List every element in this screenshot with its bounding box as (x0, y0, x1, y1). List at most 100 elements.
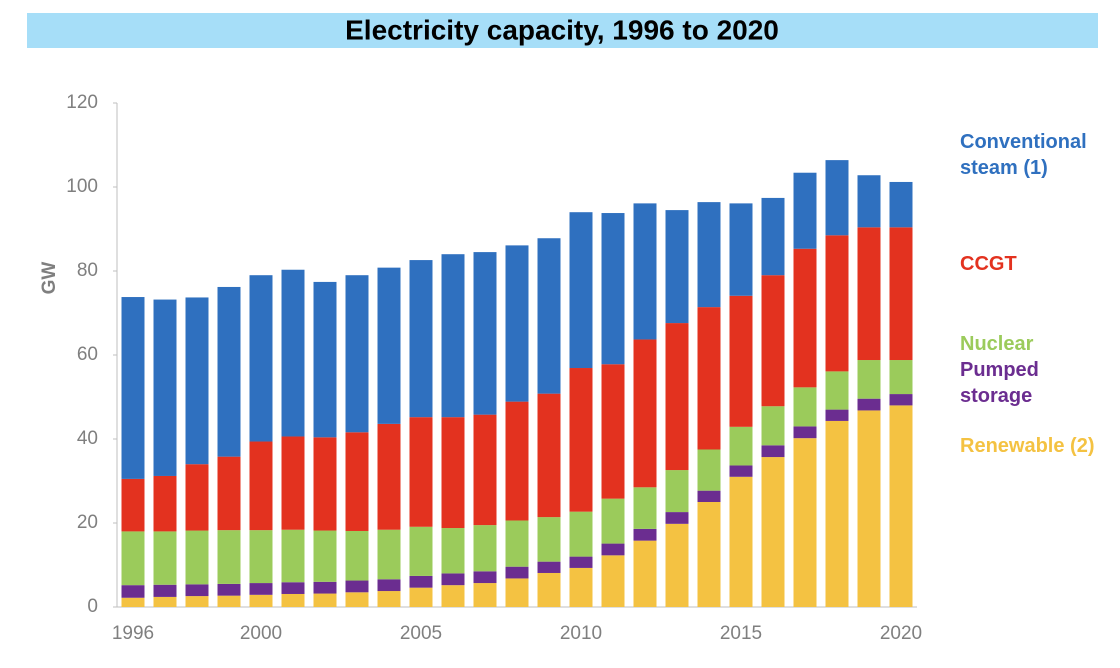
bar-segment (633, 528, 657, 541)
bar-segment (537, 572, 561, 607)
x-tick-label: 2010 (560, 623, 602, 644)
bar-segment (825, 409, 849, 421)
bar-segment (761, 457, 785, 607)
bar-segment (665, 523, 689, 607)
bar-segment (473, 583, 497, 607)
bar-segment (825, 235, 849, 372)
bar-segment (537, 393, 561, 518)
bar-segment (441, 417, 465, 529)
bar-segment (505, 401, 529, 521)
bar-segment (345, 432, 369, 531)
bar-segment (313, 281, 337, 438)
bar-segment (313, 581, 337, 594)
bar-segment (249, 530, 273, 584)
legend-entry: Nuclear (960, 333, 1034, 355)
bar-segment (185, 297, 209, 465)
bar-segment (441, 585, 465, 607)
bar-segment (473, 571, 497, 584)
bar-segment (281, 269, 305, 437)
bar-segment (569, 212, 593, 369)
bar-segment (121, 297, 145, 479)
bar-segment (153, 299, 177, 476)
bar-segment (441, 528, 465, 574)
bar-segment (313, 593, 337, 607)
bar-segment (537, 517, 561, 562)
chart-title: Electricity capacity, 1996 to 2020 (345, 14, 779, 45)
bar-segment (377, 579, 401, 592)
bar-segment (345, 592, 369, 607)
title-band (27, 13, 1098, 48)
bar-segment (153, 475, 177, 532)
bar-segment (345, 580, 369, 593)
bar-segment (761, 406, 785, 446)
x-tick-label: 2005 (400, 623, 442, 644)
bar-segment (441, 254, 465, 418)
bar-segment (857, 410, 881, 607)
bar-segment (569, 556, 593, 568)
bar-segment (569, 511, 593, 557)
bar-segment (185, 530, 209, 585)
bar-segment (793, 426, 817, 439)
bar-segment (697, 307, 721, 450)
bar-segment (569, 567, 593, 607)
x-tick-label: 1996 (112, 623, 154, 644)
bar-segment (761, 445, 785, 458)
bar-segment (889, 181, 913, 228)
bar-segment (281, 593, 305, 607)
bar-segment (153, 531, 177, 585)
legend-entry: CCGT (960, 253, 1017, 275)
legend-entry: Conventional steam (1) (960, 131, 1087, 179)
bar-segment (633, 540, 657, 607)
bar-segment (217, 595, 241, 607)
bar-segment (601, 555, 625, 607)
bar-segment (345, 530, 369, 581)
bar-segment (409, 260, 433, 418)
bar-segment (281, 582, 305, 594)
x-tick-label: 2000 (240, 623, 282, 644)
bar-segment (697, 490, 721, 502)
y-tick-label: 0 (87, 596, 98, 617)
bar-segment (505, 520, 529, 567)
bar-segment (633, 339, 657, 488)
bar-segment (217, 456, 241, 531)
y-tick-label: 120 (66, 92, 98, 113)
legend-entry: Renewable (2) (960, 435, 1095, 457)
bar-segment (185, 584, 209, 597)
bar-segment (185, 596, 209, 607)
bar-segment (729, 203, 753, 296)
bar-segment (217, 583, 241, 596)
bar-segment (697, 502, 721, 607)
y-tick-label: 20 (77, 512, 98, 533)
bar-segment (889, 394, 913, 406)
bar-segment (793, 248, 817, 388)
bar-segment (441, 573, 465, 586)
bar-segment (857, 398, 881, 411)
bar-segment (601, 364, 625, 499)
bar-segment (473, 525, 497, 572)
bar-segment (793, 172, 817, 249)
bar-segment (185, 464, 209, 531)
bar-segment (281, 529, 305, 583)
bar-segment (729, 465, 753, 477)
bar-segment (633, 203, 657, 340)
bar-segment (313, 530, 337, 582)
legend-entry: Pumped storage (960, 359, 1039, 407)
bar-segment (377, 591, 401, 607)
bar-segment (857, 175, 881, 228)
bar-segment (121, 531, 145, 586)
y-tick-label: 40 (77, 428, 98, 449)
bar-segment (249, 583, 273, 595)
bar-segment (377, 267, 401, 424)
y-tick-label: 60 (77, 344, 98, 365)
x-tick-label: 2020 (880, 623, 922, 644)
bar-segment (153, 596, 177, 607)
bar-segment (313, 437, 337, 531)
bar-segment (729, 476, 753, 607)
bar-segment (665, 210, 689, 324)
bar-segment (665, 323, 689, 471)
bar-segment (825, 160, 849, 236)
bar-segment (889, 360, 913, 395)
bar-segment (121, 597, 145, 607)
y-tick-label: 100 (66, 176, 98, 197)
